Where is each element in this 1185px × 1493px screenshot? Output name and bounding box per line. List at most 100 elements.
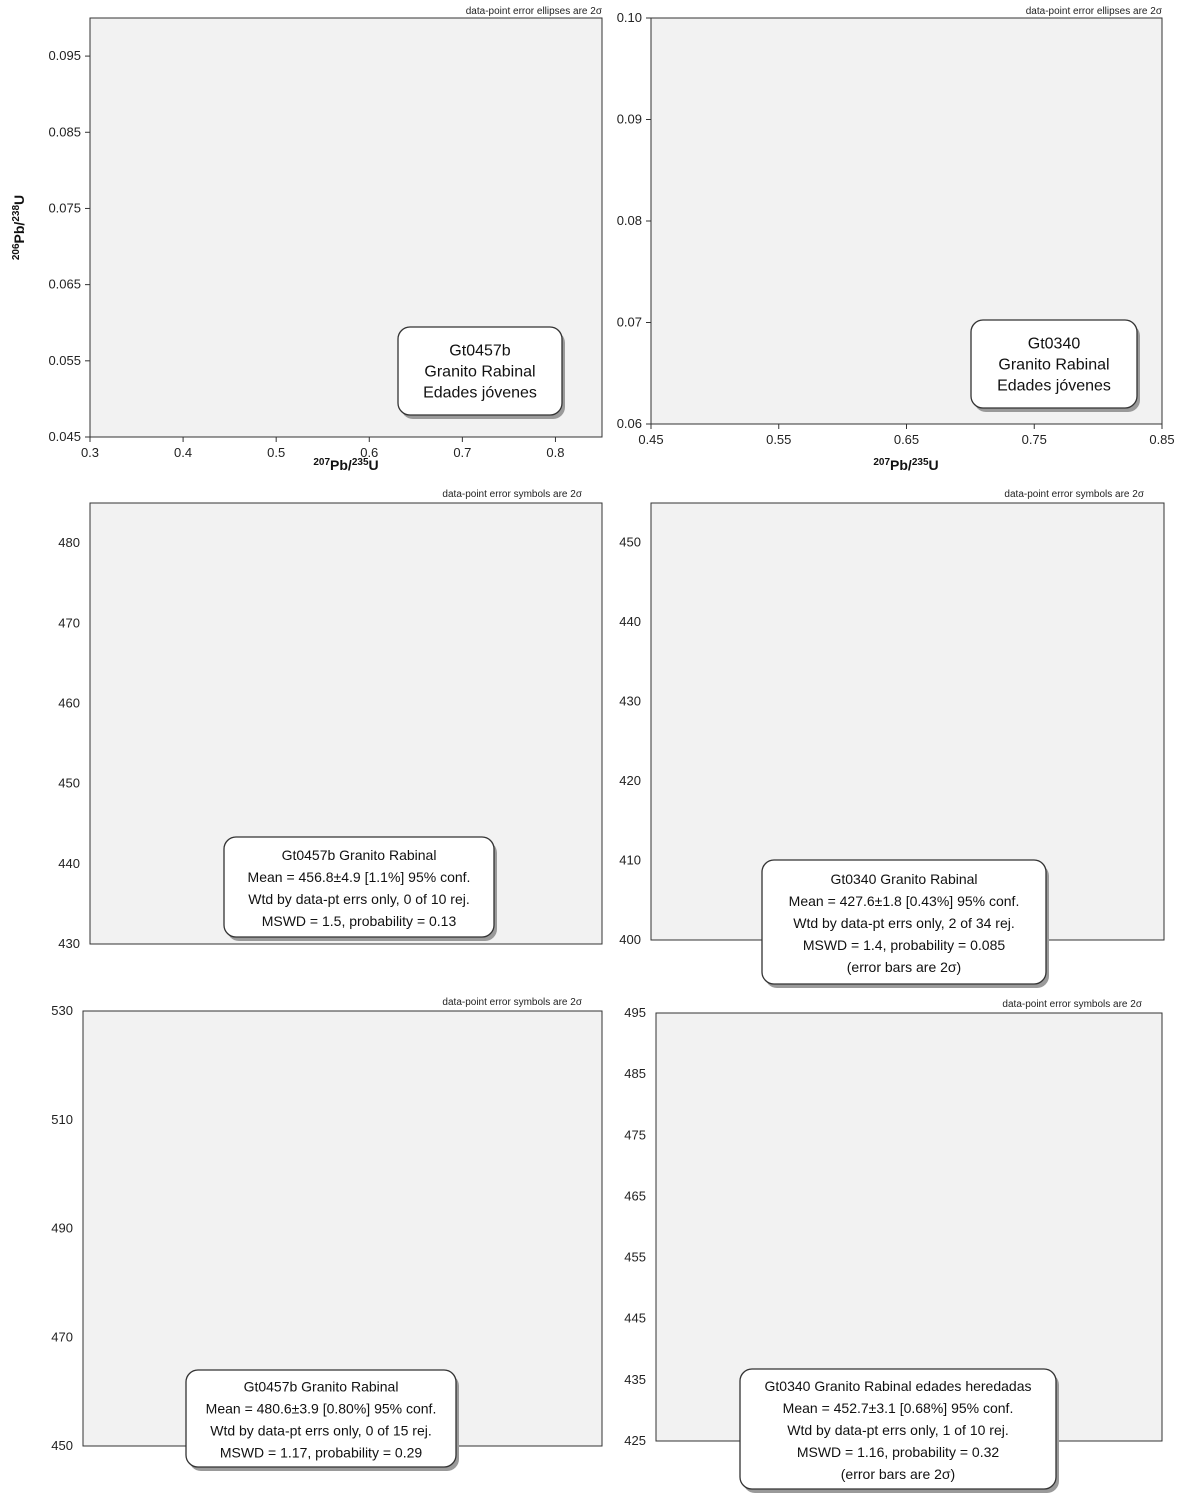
y-tick-label: 445 <box>624 1311 646 1326</box>
mean_e_1-info-line: (error bars are 2σ) <box>847 959 961 975</box>
x-axis-label: 207Pb/235U <box>873 457 938 473</box>
mean_d_1-info-line: Wtd by data-pt errs only, 0 of 10 rej. <box>248 891 470 907</box>
y-tick-label: 400 <box>619 932 641 947</box>
mean_d_2-info-line: Gt0457b Granito Rabinal <box>244 1379 399 1395</box>
mean_e_2-info-line: Gt0340 Granito Rabinal edades heredadas <box>765 1378 1032 1394</box>
concordia_e-info-line: Edades jóvenes <box>997 378 1111 395</box>
y-tick-label: 0.08 <box>617 213 642 228</box>
error-note: data-point error symbols are 2σ <box>442 997 582 1008</box>
mean_e_2-info-line: Mean = 452.7±3.1 [0.68%] 95% conf. <box>783 1400 1014 1416</box>
x-axis-label-sup: 207 <box>873 457 890 468</box>
x-tick-label: 0.55 <box>766 432 791 447</box>
y-tick-label: 0.055 <box>48 353 81 368</box>
y-tick-label: 485 <box>624 1066 646 1081</box>
y-tick-label: 465 <box>624 1188 646 1203</box>
y-tick-label: 450 <box>51 1438 73 1453</box>
mean_e_2-info-box: Gt0340 Granito Rabinal edades heredadas M… <box>739 1368 1059 1493</box>
y-tick-label: 450 <box>58 776 80 791</box>
y-tick-label: 0.075 <box>48 200 81 215</box>
error-note: data-point error symbols are 2σ <box>442 489 582 500</box>
mean_d_1-info-line: Mean = 456.8±4.9 [1.1%] 95% conf. <box>248 869 471 885</box>
x-axis-label-text: U <box>929 457 939 473</box>
y-tick-label: 475 <box>624 1127 646 1142</box>
y-tick-label: 490 <box>51 1221 73 1236</box>
y-tick-label: 420 <box>619 773 641 788</box>
concordia_d-info-box: Gt0457b Granito Rabinal Edades jóvenes <box>397 326 565 419</box>
mean_e_1-info-box-frame <box>761 859 1047 985</box>
x-tick-label: 0.75 <box>1022 432 1047 447</box>
mean_d_2-info-box-frame <box>185 1369 457 1468</box>
error-note: data-point error ellipses are 2σ <box>466 6 603 17</box>
y-tick-label: 0.06 <box>617 416 642 431</box>
y-tick-label: 455 <box>624 1250 646 1265</box>
concordia_e-info-line: Gt0340 <box>1028 336 1081 353</box>
y-axis-label-text: U <box>11 195 27 205</box>
y-tick-label: 0.045 <box>48 429 81 444</box>
y-tick-label: 0.065 <box>48 277 81 292</box>
concordia_e-info-line: Granito Rabinal <box>998 357 1109 374</box>
y-tick-label: 495 <box>624 1005 646 1020</box>
x-tick-label: 0.45 <box>638 432 663 447</box>
y-tick-label: 0.085 <box>48 124 81 139</box>
x-axis-label-text: Pb/ <box>890 457 912 473</box>
x-tick-label: 0.6 <box>360 445 378 460</box>
y-tick-label: 0.07 <box>617 315 642 330</box>
concordia_e-info-box: Gt0340 Granito Rabinal Edades jóvenes <box>970 319 1140 412</box>
mean_e_2-info-line: MSWD = 1.16, probability = 0.32 <box>797 1444 1000 1460</box>
y-axis-label-sup: 206 <box>11 243 22 260</box>
mean_d_2-info-box: Gt0457b Granito Rabinal Mean = 480.6±3.9 … <box>185 1369 459 1471</box>
x-axis-label-sup: 235 <box>912 457 929 468</box>
mean_d_1-info-line: Gt0457b Granito Rabinal <box>282 847 437 863</box>
concordia_d-info-box-frame <box>397 326 563 416</box>
x-tick-label: 0.3 <box>81 445 99 460</box>
mean_e_2-info-box-frame <box>739 1368 1057 1490</box>
y-tick-label: 450 <box>619 535 641 550</box>
y-tick-label: 435 <box>624 1372 646 1387</box>
y-tick-label: 0.095 <box>48 48 81 63</box>
error-note: data-point error symbols are 2σ <box>1002 999 1142 1010</box>
y-tick-label: 440 <box>619 614 641 629</box>
mean_d_1-info-box: Gt0457b Granito Rabinal Mean = 456.8±4.9 … <box>223 836 497 941</box>
mean_e_1-info-line: Gt0340 Granito Rabinal <box>830 871 977 887</box>
y-tick-label: 440 <box>58 856 80 871</box>
concordia_d-info-line: Edades jóvenes <box>423 385 537 402</box>
x-axis-label-sup: 207 <box>313 457 330 468</box>
error-note: data-point error ellipses are 2σ <box>1026 6 1163 17</box>
mean_d_2-info-line: MSWD = 1.17, probability = 0.29 <box>220 1445 423 1461</box>
x-tick-label: 0.65 <box>894 432 919 447</box>
y-tick-label: 460 <box>58 695 80 710</box>
mean_e_2-info-line: (error bars are 2σ) <box>841 1466 955 1482</box>
x-axis-label-text: U <box>369 457 379 473</box>
concordia_d-info-line: Gt0457b <box>449 343 510 360</box>
mean_e_1-info-line: Mean = 427.6±1.8 [0.43%] 95% conf. <box>789 893 1020 909</box>
mean_e_1-info-line: Wtd by data-pt errs only, 2 of 34 rej. <box>793 915 1015 931</box>
y-tick-label: 425 <box>624 1433 646 1448</box>
concordia_e-info-box-frame <box>970 319 1138 409</box>
mean_d_2-info-line: Wtd by data-pt errs only, 0 of 15 rej. <box>210 1423 432 1439</box>
x-axis-label-sup: 235 <box>352 457 369 468</box>
y-axis-label: 206Pb/238U <box>11 195 27 260</box>
x-tick-label: 0.4 <box>174 445 192 460</box>
mean_d_2-info-line: Mean = 480.6±3.9 [0.80%] 95% conf. <box>206 1401 437 1417</box>
y-tick-label: 430 <box>619 694 641 709</box>
y-axis-label-text: Pb/ <box>11 222 27 244</box>
error-note: data-point error symbols are 2σ <box>1004 489 1144 500</box>
y-tick-label: 470 <box>51 1329 73 1344</box>
x-tick-label: 0.5 <box>267 445 285 460</box>
y-tick-label: 530 <box>51 1003 73 1018</box>
mean_d_1-info-box-frame <box>223 836 495 938</box>
mean_e_2-info-line: Wtd by data-pt errs only, 1 of 10 rej. <box>787 1422 1009 1438</box>
concordia_d-info-line: Granito Rabinal <box>424 364 535 381</box>
y-tick-label: 470 <box>58 615 80 630</box>
mean_e_1-info-line: MSWD = 1.4, probability = 0.085 <box>803 937 1006 953</box>
y-tick-label: 430 <box>58 936 80 951</box>
y-tick-label: 0.10 <box>617 10 642 25</box>
mean_e_1-info-box: Gt0340 Granito Rabinal Mean = 427.6±1.8 [… <box>761 859 1049 988</box>
y-tick-label: 0.09 <box>617 112 642 127</box>
x-tick-label: 0.7 <box>453 445 471 460</box>
y-axis-label-sup: 238 <box>11 205 22 222</box>
x-axis-label: 207Pb/235U <box>313 457 378 473</box>
y-tick-label: 410 <box>619 853 641 868</box>
mean_d_1-info-line: MSWD = 1.5, probability = 0.13 <box>262 913 457 929</box>
